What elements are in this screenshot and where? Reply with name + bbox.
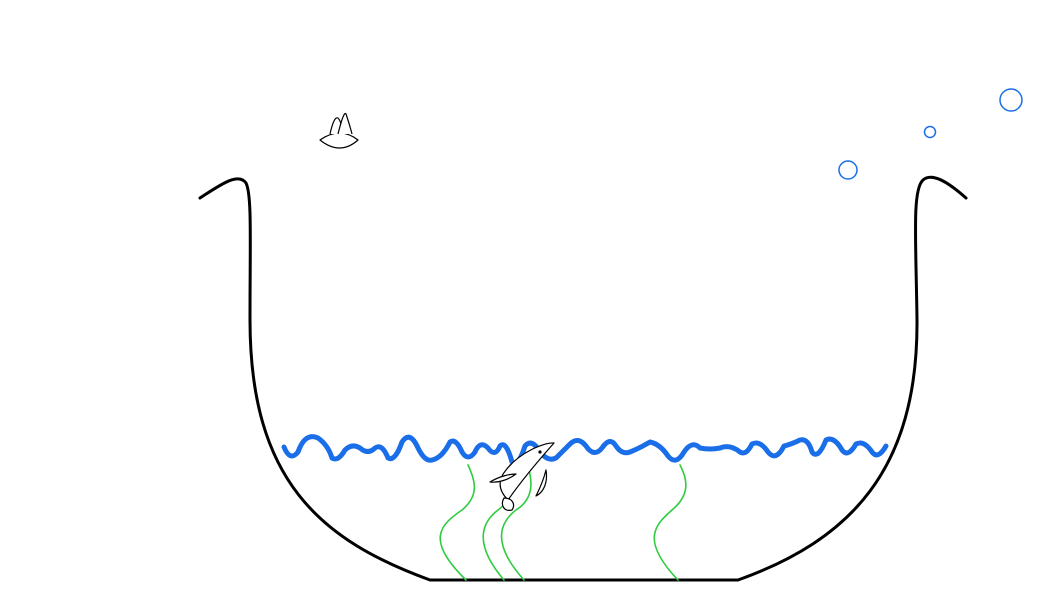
- fish-eye: [538, 450, 542, 454]
- fish-body: [499, 442, 555, 501]
- fishbowl: [198, 175, 968, 582]
- bubble-icon: [838, 160, 858, 180]
- fish-food-flake: [337, 112, 353, 135]
- fish-food-bowl: [319, 132, 359, 149]
- seaweed-icon: [500, 465, 532, 581]
- seaweed-icon: [439, 464, 476, 581]
- fish-fin: [489, 473, 517, 483]
- seaweed-group: [439, 464, 687, 581]
- bubble-icon: [923, 125, 937, 139]
- bubble-group: [838, 88, 1023, 180]
- fish-fin: [535, 469, 548, 497]
- bubble-icon: [999, 88, 1023, 112]
- fish-food-icon[interactable]: [319, 112, 359, 149]
- fish-icon[interactable]: [489, 442, 555, 511]
- seaweed-icon: [653, 464, 687, 581]
- fish-tail: [501, 497, 515, 511]
- water-surface: [281, 434, 889, 466]
